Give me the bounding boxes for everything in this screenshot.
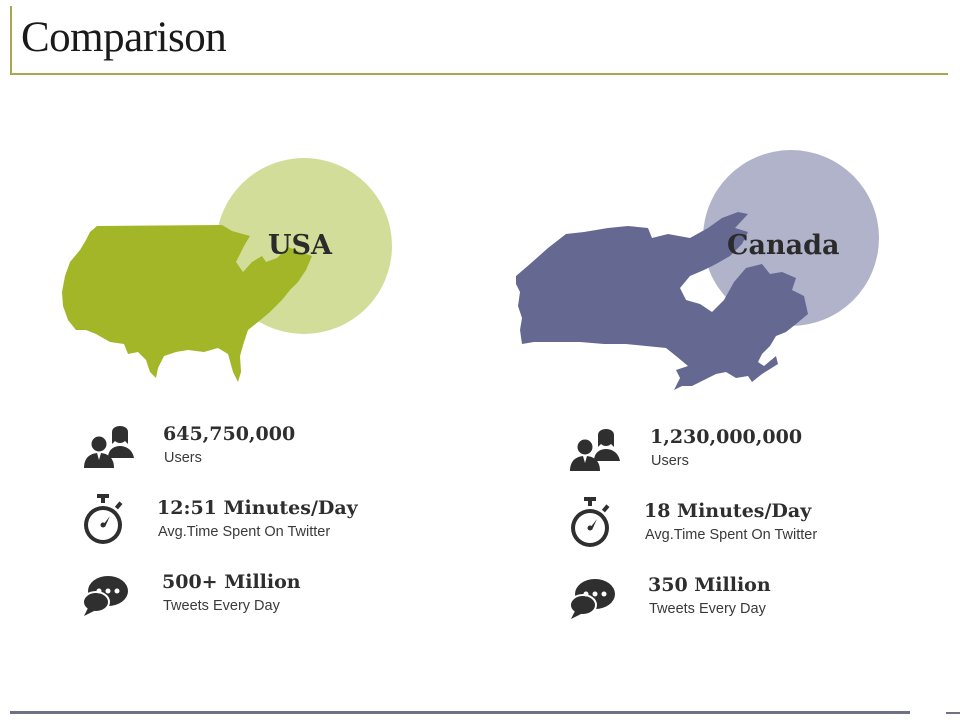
chat-bubbles-icon xyxy=(569,579,615,619)
stat-value: 1,230,000,000 xyxy=(650,426,803,448)
title-frame xyxy=(10,6,948,75)
stat-caption: Users xyxy=(164,450,202,466)
users-icon xyxy=(84,426,134,468)
stat-value: 350 Million xyxy=(648,574,771,596)
canada-label: Canada xyxy=(727,230,840,261)
footer-divider xyxy=(10,711,910,714)
stat-caption: Tweets Every Day xyxy=(649,601,766,617)
canada-map xyxy=(516,212,808,390)
stat-caption: Avg.Time Spent On Twitter xyxy=(158,524,331,540)
users-icon xyxy=(570,429,620,471)
stat-value: 645,750,000 xyxy=(163,423,296,445)
page-title: Comparison xyxy=(21,14,227,61)
footer-divider-end xyxy=(946,712,960,714)
chat-bubbles-icon xyxy=(82,576,128,616)
usa-label: USA xyxy=(268,230,332,261)
stat-caption: Users xyxy=(651,453,689,469)
stat-value: 500+ Million xyxy=(162,571,301,593)
stat-value: 12:51 Minutes/Day xyxy=(157,497,358,519)
stopwatch-icon xyxy=(571,497,610,547)
stat-caption: Tweets Every Day xyxy=(163,598,280,614)
stopwatch-icon xyxy=(84,494,123,544)
stat-caption: Avg.Time Spent On Twitter xyxy=(645,527,818,543)
usa-map xyxy=(62,225,312,382)
stat-value: 18 Minutes/Day xyxy=(644,500,812,522)
